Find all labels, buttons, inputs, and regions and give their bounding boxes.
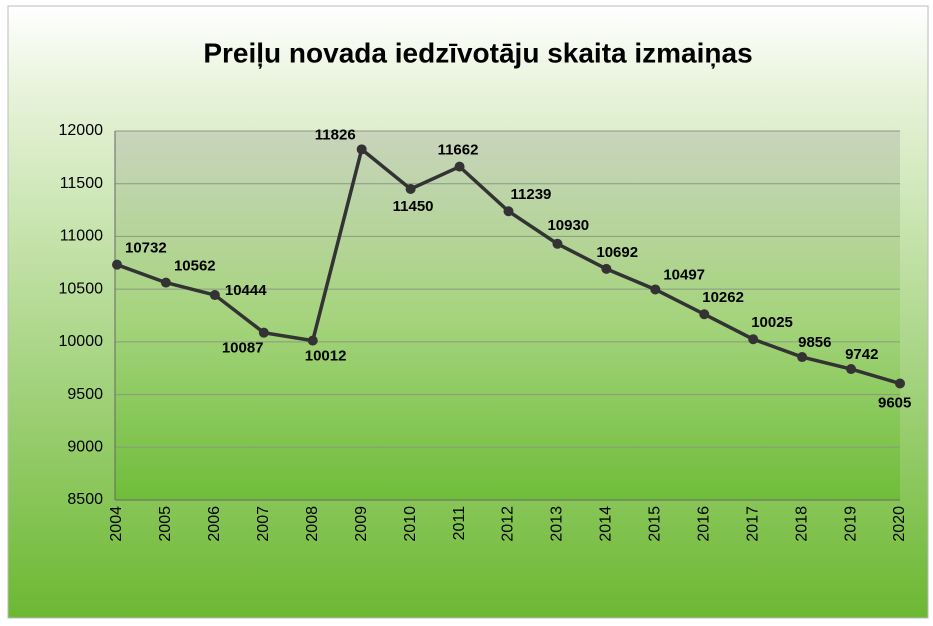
data-label: 10732 xyxy=(125,240,167,257)
x-tick-label: 2004 xyxy=(108,506,125,542)
data-label: 10444 xyxy=(225,282,267,299)
chart-title: Preiļu novada iedzīvotāju skaita izmaiņa… xyxy=(203,37,752,68)
data-label: 9742 xyxy=(845,346,878,363)
data-point xyxy=(258,327,269,338)
x-tick-label: 2009 xyxy=(353,506,370,542)
x-tick-label: 2014 xyxy=(598,506,615,542)
data-point xyxy=(748,334,759,345)
data-label: 10930 xyxy=(547,217,589,234)
data-point xyxy=(895,378,905,389)
data-point xyxy=(454,161,465,172)
data-point xyxy=(503,206,514,217)
data-label: 10025 xyxy=(751,314,793,331)
x-tick-label: 2010 xyxy=(402,506,419,542)
x-tick-label: 2016 xyxy=(695,506,712,542)
data-point xyxy=(601,263,612,274)
y-tick-label: 8500 xyxy=(67,491,103,508)
data-label: 10692 xyxy=(596,244,638,261)
x-tick-label: 2017 xyxy=(744,506,761,542)
data-label: 11450 xyxy=(393,198,434,215)
y-tick-label: 10500 xyxy=(59,280,104,297)
x-tick-label: 2008 xyxy=(304,506,321,542)
data-point xyxy=(846,364,857,375)
y-tick-label: 9000 xyxy=(67,439,103,456)
data-point xyxy=(307,335,318,346)
data-label: 10012 xyxy=(305,348,347,365)
y-tick-label: 10000 xyxy=(59,333,104,350)
data-point xyxy=(552,238,563,249)
y-tick-label: 9500 xyxy=(67,386,103,403)
y-tick-label: 11500 xyxy=(60,175,103,192)
data-point xyxy=(356,144,367,155)
data-label: 9605 xyxy=(878,394,911,411)
data-label: 10087 xyxy=(222,340,264,357)
x-tick-label: 2011 xyxy=(451,506,468,541)
plot-area xyxy=(115,131,900,500)
y-tick-label: 12000 xyxy=(59,122,104,139)
data-point xyxy=(112,259,122,270)
data-label: 11239 xyxy=(511,186,552,203)
x-tick-label: 2012 xyxy=(500,506,517,542)
data-label: 11662 xyxy=(438,142,479,159)
x-tick-label: 2007 xyxy=(255,506,272,542)
data-point xyxy=(699,309,710,320)
x-tick-label: 2015 xyxy=(647,506,664,542)
data-point xyxy=(405,183,416,194)
data-point xyxy=(160,277,171,288)
x-tick-label: 2019 xyxy=(842,506,859,542)
data-point xyxy=(209,290,220,301)
data-label: 10262 xyxy=(702,289,744,306)
x-tick-label: 2018 xyxy=(793,506,810,542)
data-point xyxy=(650,284,661,295)
data-label: 9856 xyxy=(798,334,831,351)
y-tick-label: 11000 xyxy=(60,228,103,245)
x-tick-label: 2006 xyxy=(206,506,223,542)
data-label: 11826 xyxy=(315,126,356,143)
data-point xyxy=(797,352,808,363)
x-tick-label: 2005 xyxy=(157,506,174,542)
x-tick-label: 2013 xyxy=(549,506,566,542)
x-tick-label: 2020 xyxy=(891,506,908,542)
data-label: 10497 xyxy=(663,266,705,283)
data-label: 10562 xyxy=(174,258,216,275)
